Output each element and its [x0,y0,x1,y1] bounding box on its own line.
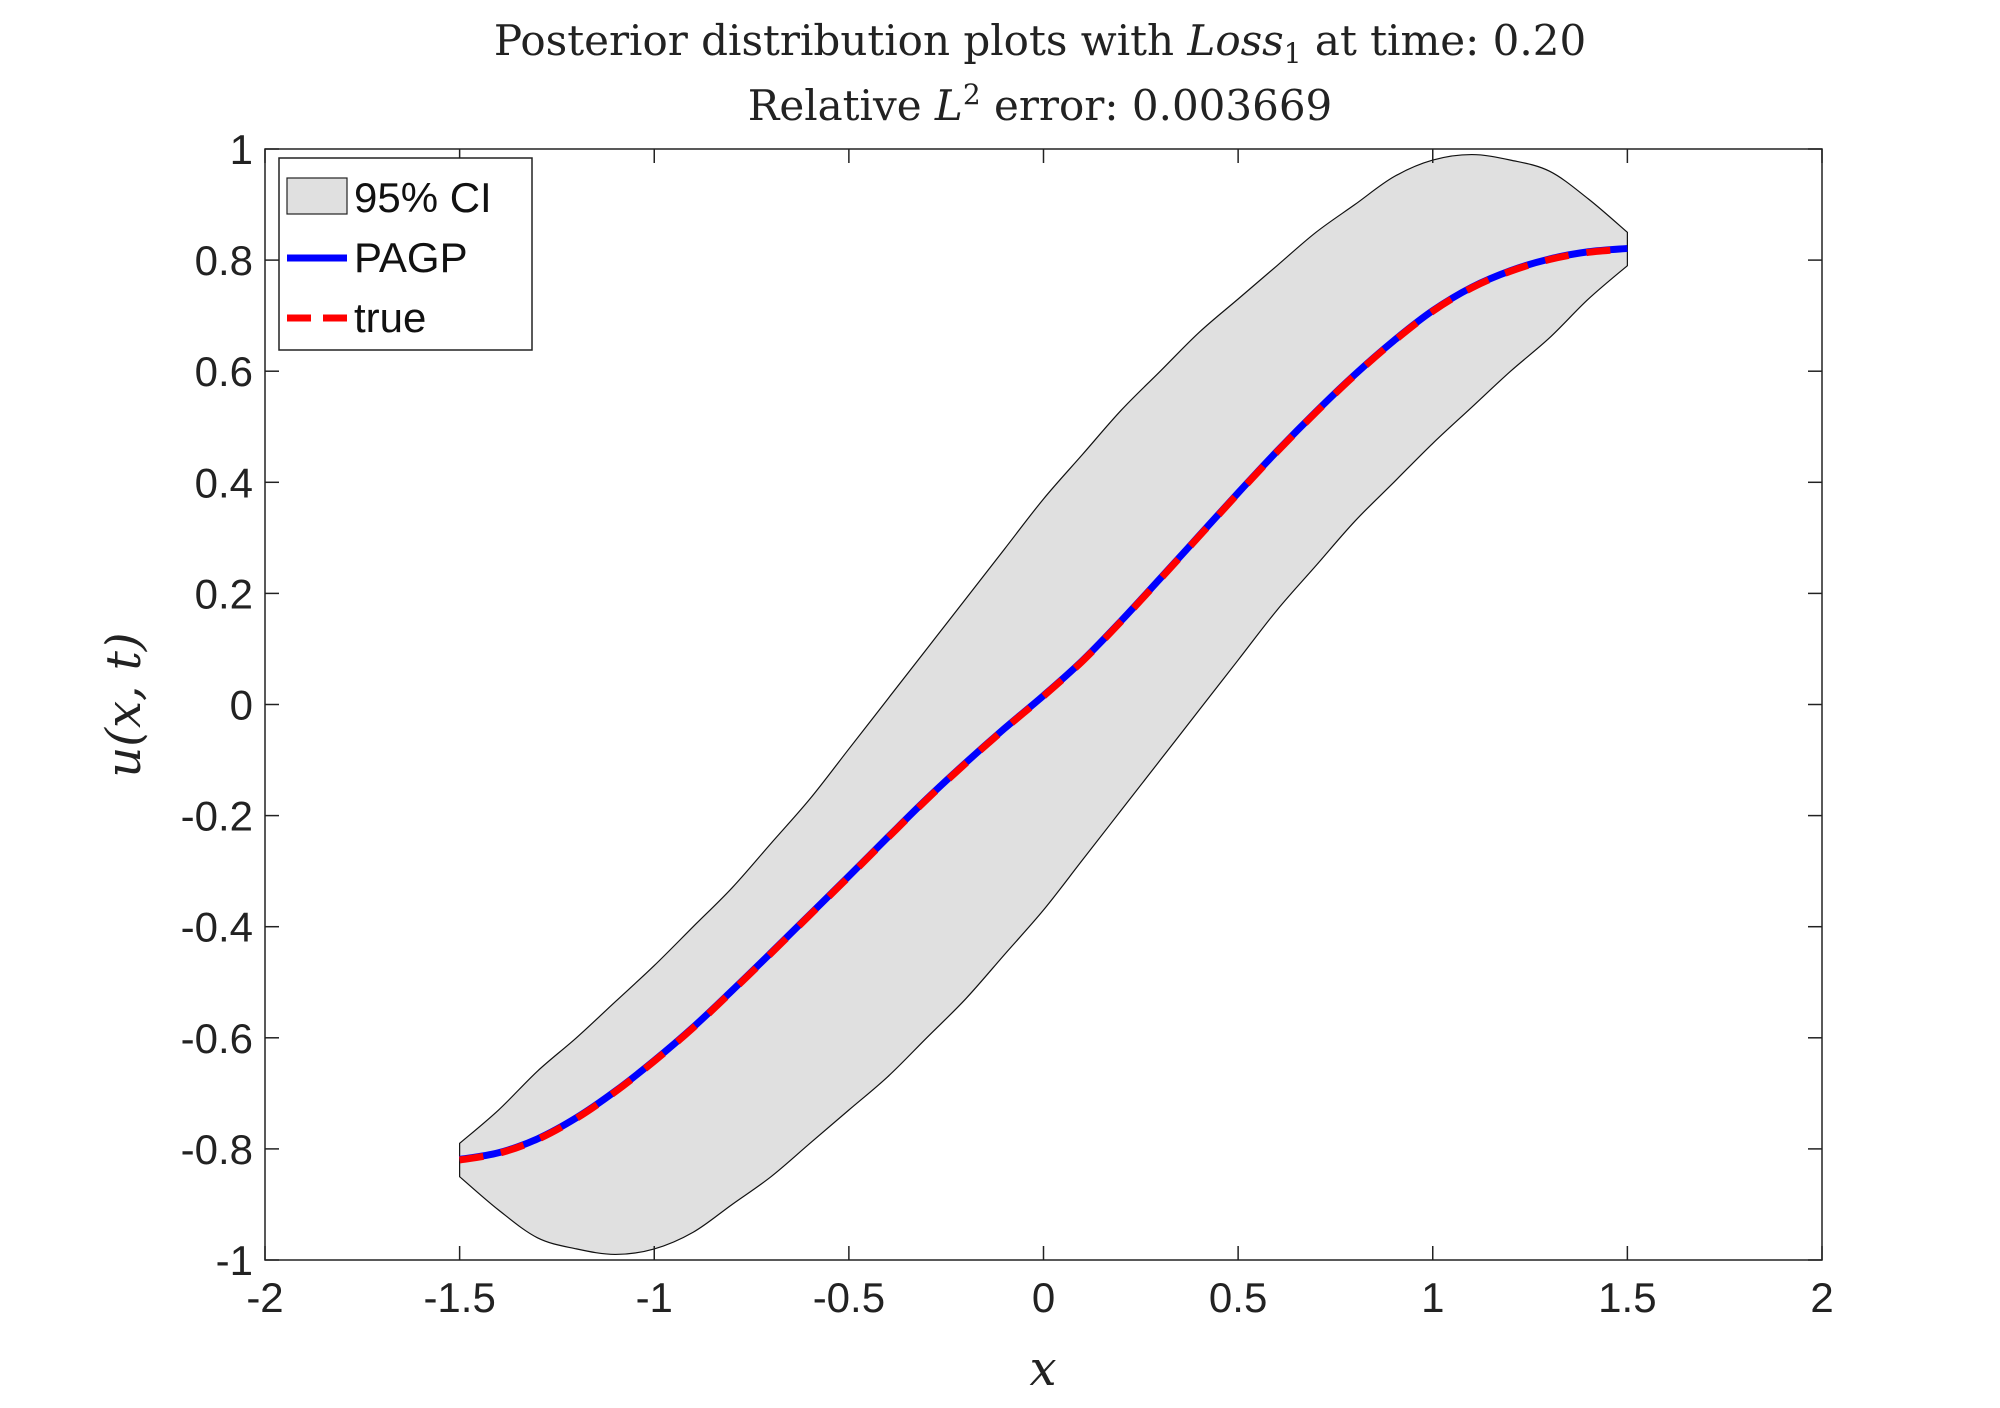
x-tick-label: 0 [1032,1274,1055,1321]
chart-title-line1: Posterior distribution plots with Loss1 … [494,16,1586,70]
x-tick-label: -1 [636,1274,673,1321]
ci-band [459,153,1628,1256]
x-tick-label: -0.5 [813,1274,885,1321]
x-axis-ticks: -2 -1.5 -1 -0.5 0 0.5 1 1.5 2 [246,149,1834,1321]
y-tick-label: 0.8 [195,237,253,284]
legend-true-label: true [354,294,426,341]
legend-ci-swatch [286,177,348,215]
y-tick-label: -0.8 [181,1126,253,1173]
y-tick-label: 1 [230,126,253,173]
x-tick-label: 1 [1421,1274,1444,1321]
series-true [459,245,1628,1164]
y-tick-label: 0 [230,682,253,729]
x-axis-label: x [1029,1341,1056,1397]
chart-title-line2: Relative L2 error: 0.003669 [748,78,1333,130]
x-tick-label: -1.5 [423,1274,495,1321]
y-tick-label: -0.2 [181,793,253,840]
x-tick-label: 2 [1810,1274,1833,1321]
y-tick-label: 0.6 [195,348,253,395]
x-tick-label: 1.5 [1598,1274,1656,1321]
y-tick-label: 0.2 [195,570,253,617]
y-tick-label: -1 [216,1237,253,1284]
y-axis-label: u(x, t) [96,632,152,777]
x-tick-label: 0.5 [1209,1274,1267,1321]
y-axis-ticks: -1 -0.8 -0.6 -0.4 -0.2 0 0.2 0.4 0.6 0.8 1 [181,126,1822,1284]
y-tick-label: 0.4 [195,459,253,506]
x-tick-label: -2 [246,1274,283,1321]
legend: 95% CI PAGP true [278,157,533,351]
y-tick-label: -0.6 [181,1015,253,1062]
legend-ci-label: 95% CI [354,174,492,221]
legend-pagp-label: PAGP [354,234,468,281]
y-tick-label: -0.4 [181,904,253,951]
